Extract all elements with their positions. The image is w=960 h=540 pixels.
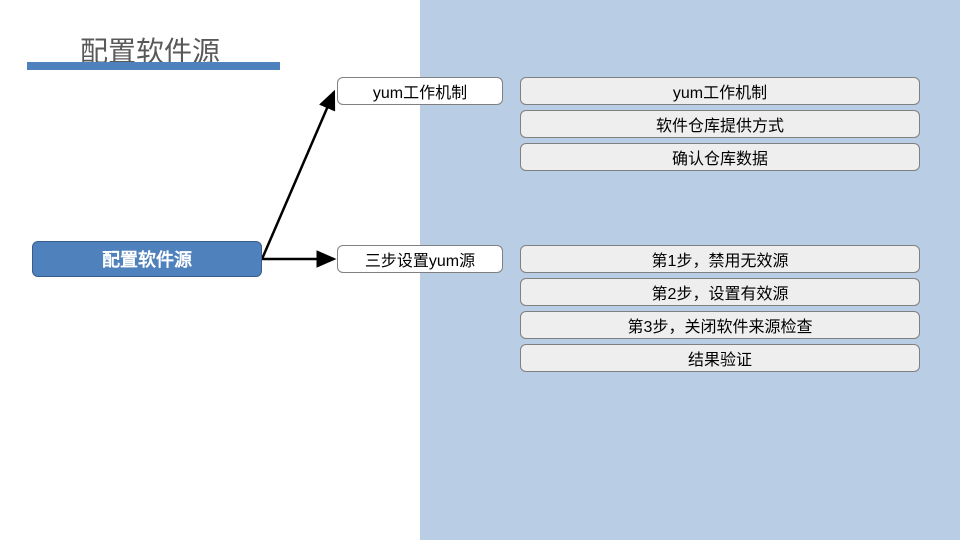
leaf-node-0-1: 软件仓库提供方式 bbox=[520, 110, 920, 138]
leaf-node-1-3: 结果验证 bbox=[520, 344, 920, 372]
leaf-node-1-1-label: 第2步，设置有效源 bbox=[652, 280, 789, 304]
leaf-node-0-1-label: 软件仓库提供方式 bbox=[656, 112, 784, 136]
leaf-node-0-2-label: 确认仓库数据 bbox=[672, 145, 768, 169]
leaf-node-1-0-label: 第1步，禁用无效源 bbox=[652, 247, 789, 271]
leaf-node-1-1: 第2步，设置有效源 bbox=[520, 278, 920, 306]
branch-node-1: 三步设置yum源 bbox=[337, 245, 503, 273]
branch-node-1-label: 三步设置yum源 bbox=[365, 247, 475, 271]
root-node-label: 配置软件源 bbox=[102, 246, 192, 272]
branch-node-0-label: yum工作机制 bbox=[373, 79, 467, 103]
leaf-node-1-3-label: 结果验证 bbox=[688, 346, 752, 370]
arrow-0 bbox=[262, 92, 334, 259]
leaf-node-0-0: yum工作机制 bbox=[520, 77, 920, 105]
title-underline bbox=[27, 62, 280, 70]
leaf-node-0-2: 确认仓库数据 bbox=[520, 143, 920, 171]
leaf-node-0-0-label: yum工作机制 bbox=[673, 79, 767, 103]
leaf-node-1-0: 第1步，禁用无效源 bbox=[520, 245, 920, 273]
branch-node-0: yum工作机制 bbox=[337, 77, 503, 105]
root-node: 配置软件源 bbox=[32, 241, 262, 277]
leaf-node-1-2: 第3步，关闭软件来源检查 bbox=[520, 311, 920, 339]
leaf-node-1-2-label: 第3步，关闭软件来源检查 bbox=[628, 313, 813, 337]
